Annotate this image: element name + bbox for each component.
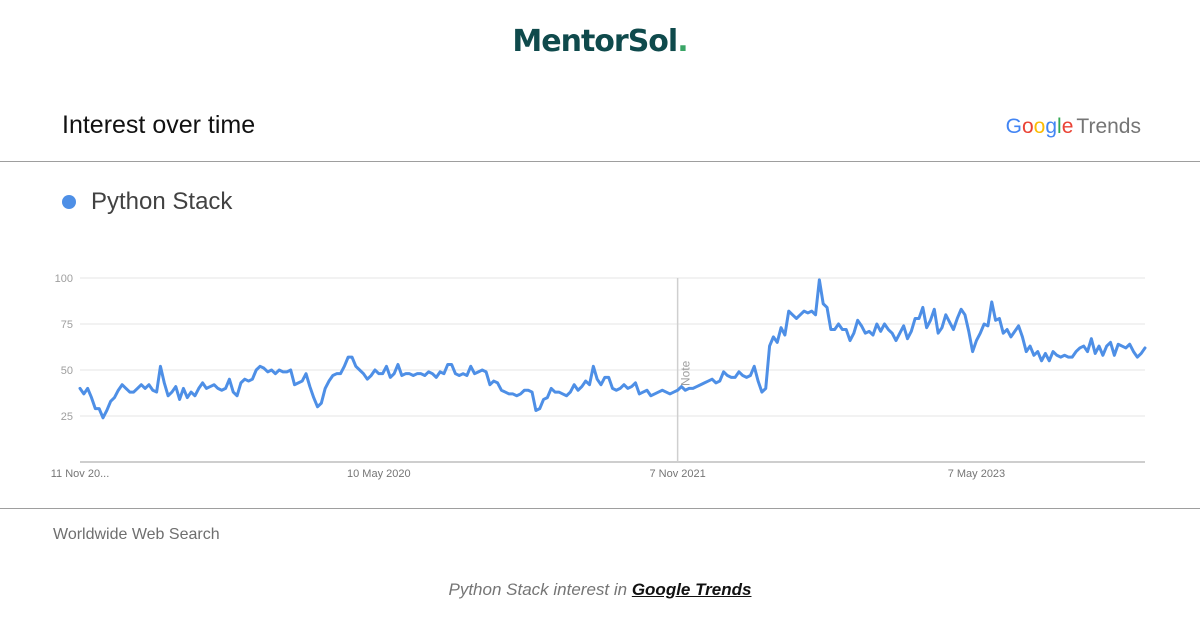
y-tick-label: 25 [61, 411, 73, 423]
y-tick-label: 100 [55, 273, 73, 285]
interest-line-chart: 100 75 50 25 11 Nov 20... 10 May 2020 7 Nov 20… [51, 273, 1147, 480]
x-tick-label: 11 Nov 20... [51, 468, 110, 480]
region-label: Worldwide Web Search [53, 526, 220, 543]
x-tick-label: 7 May 2023 [948, 468, 1005, 480]
y-tick-label: 75 [61, 319, 73, 331]
header-divider [0, 161, 1200, 162]
google-letter: G [1005, 115, 1022, 138]
footer-caption: Python Stack interest in Google Trends [0, 580, 1200, 600]
legend-dot-icon [62, 195, 76, 209]
caption-prefix: Python Stack interest in [448, 580, 632, 599]
x-tick-label: 7 Nov 2021 [649, 468, 705, 480]
google-trends-logo: Google Trends [1006, 115, 1141, 139]
legend: Python Stack [62, 188, 232, 216]
series-line-python-stack [78, 278, 1147, 420]
page-title: Interest over time [62, 111, 256, 139]
logo-text: MentorSol [512, 24, 678, 59]
x-tick-label: 10 May 2020 [347, 468, 411, 480]
note-annotation: Note [679, 360, 693, 386]
y-tick-label: 50 [61, 365, 73, 377]
logo-dot: . [677, 24, 688, 59]
google-letter: e [1061, 115, 1074, 138]
google-letter: l [1057, 115, 1062, 138]
google-letter: g [1045, 115, 1058, 138]
legend-label: Python Stack [91, 188, 233, 215]
footer-divider [0, 508, 1200, 509]
google-trends-link[interactable]: Google Trends [631, 580, 752, 599]
mentorsol-logo: MentorSol. [0, 24, 1200, 59]
google-letter: o [1033, 115, 1046, 138]
trends-word: Trends [1076, 115, 1141, 138]
google-letter: o [1021, 115, 1034, 138]
